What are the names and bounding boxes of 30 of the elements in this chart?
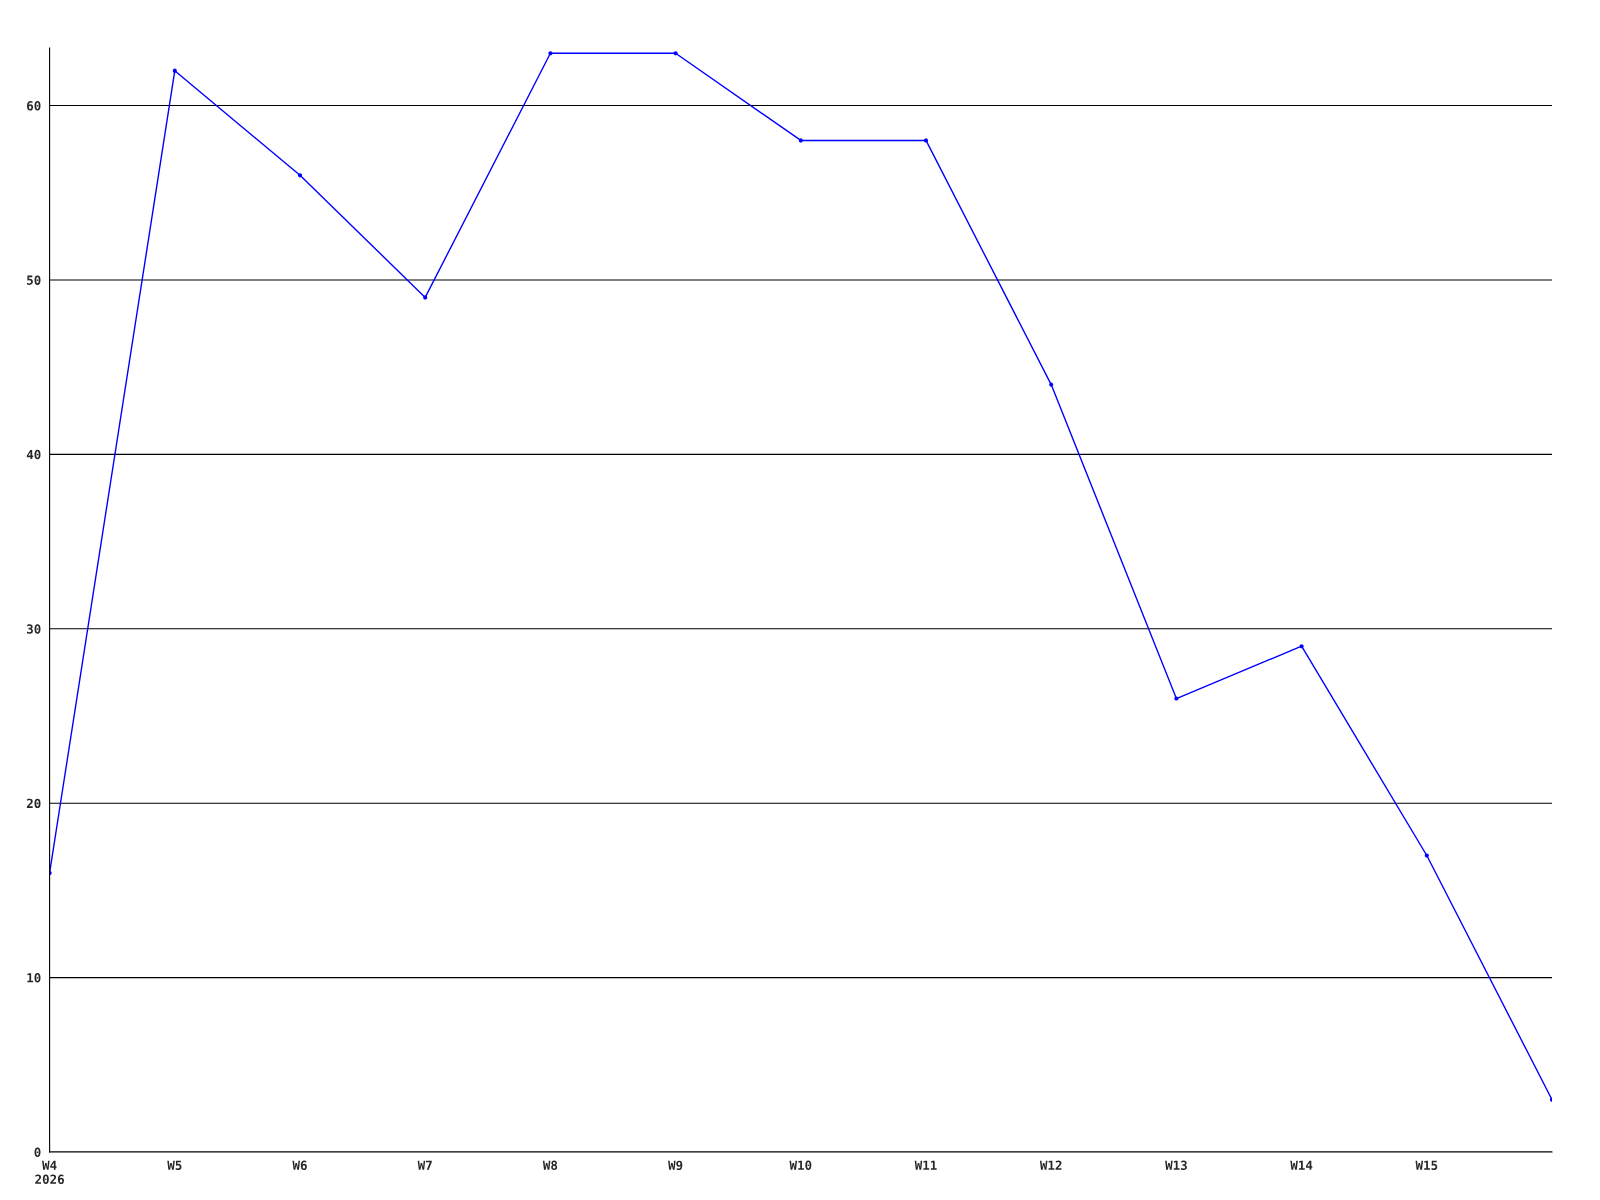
y-tick-label: 60 [27, 101, 41, 111]
x-tick-label: W11 [914, 1160, 937, 1170]
point [1549, 1097, 1552, 1102]
point [923, 138, 929, 143]
point [172, 68, 177, 73]
point [798, 138, 803, 143]
x-tick-label: W7 [417, 1160, 432, 1170]
point [1299, 644, 1304, 649]
y-tick-label: 40 [26, 449, 41, 460]
x-tick-label: W8 [542, 1160, 558, 1171]
x-tick-label: W14 [1290, 1160, 1313, 1170]
x-tick-label: W10 [789, 1160, 812, 1171]
y-tick-label: 30 [26, 624, 41, 634]
point [548, 51, 553, 56]
y-tick-label: 0 [34, 1147, 41, 1157]
point [297, 173, 303, 178]
x-tick-label: W5 [167, 1160, 182, 1171]
x-tick-label: W12 [1039, 1160, 1062, 1170]
x-tick-label: W4 2026 [35, 1160, 64, 1185]
x-tick-label: W6 [292, 1160, 307, 1171]
y-tick-label: 20 [26, 798, 41, 809]
point [423, 295, 428, 300]
point [1049, 382, 1054, 387]
point [673, 51, 678, 56]
x-tick-label: W13 [1165, 1160, 1187, 1171]
point [1424, 853, 1429, 858]
y-tick-label: 10 [27, 973, 41, 983]
x-tick-label: W9 [668, 1160, 683, 1171]
y-tick-label: 50 [27, 275, 41, 285]
x-tick-label: W15 [1415, 1160, 1438, 1171]
